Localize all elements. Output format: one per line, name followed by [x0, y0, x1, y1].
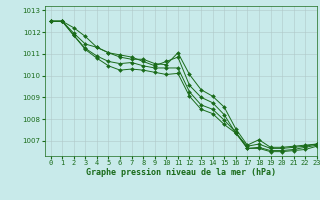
X-axis label: Graphe pression niveau de la mer (hPa): Graphe pression niveau de la mer (hPa) [86, 168, 276, 177]
